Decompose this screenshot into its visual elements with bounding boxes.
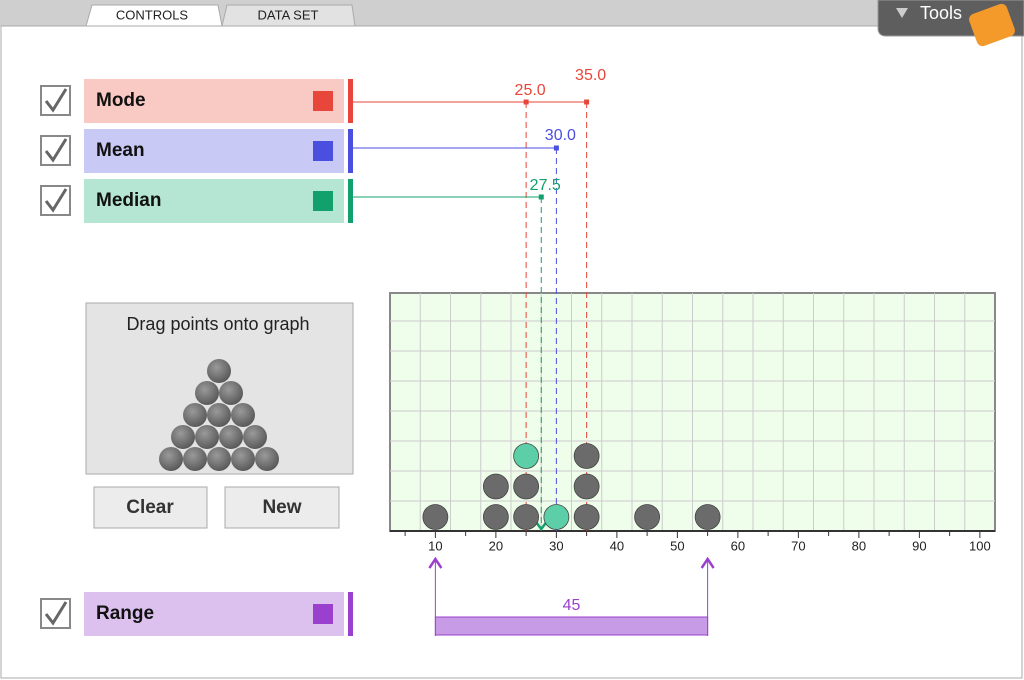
x-tick-label: 40	[610, 538, 624, 553]
palette-point[interactable]	[243, 425, 267, 449]
palette-point[interactable]	[219, 381, 243, 405]
data-point[interactable]	[513, 443, 540, 469]
x-tick-label: 50	[670, 538, 684, 553]
palette-point[interactable]	[195, 381, 219, 405]
data-point[interactable]	[634, 504, 661, 530]
data-point[interactable]	[482, 504, 509, 530]
range-bar	[84, 592, 344, 636]
stat-swatch	[313, 91, 333, 111]
stat-tick	[553, 145, 559, 151]
tab-controls[interactable]	[85, 4, 223, 27]
logo	[969, 3, 1015, 47]
range-arrow	[700, 556, 715, 569]
checkmark	[44, 188, 68, 213]
data-point[interactable]	[513, 504, 540, 530]
palette-point[interactable]	[207, 403, 231, 427]
stat-bar	[84, 79, 344, 123]
tab-label: CONTROLS	[116, 7, 189, 22]
palette-point[interactable]	[231, 403, 255, 427]
stat-name: Range	[96, 603, 154, 624]
data-point[interactable]	[482, 473, 509, 500]
x-tick-label: 100	[969, 538, 991, 553]
point-palette	[85, 302, 354, 475]
checkmark	[44, 601, 68, 626]
range-value: 45	[563, 597, 581, 614]
stat-name: Median	[96, 190, 161, 211]
palette-point[interactable]	[219, 425, 243, 449]
x-tick-label: 90	[912, 538, 926, 553]
stat-tick	[523, 99, 529, 105]
range-bar	[434, 616, 709, 636]
palette-point[interactable]	[159, 447, 183, 471]
stat-value: 25.0	[515, 82, 546, 99]
data-point[interactable]	[694, 504, 721, 530]
range-swatch	[313, 604, 333, 624]
data-point[interactable]	[573, 504, 600, 530]
stat-value: 35.0	[575, 67, 606, 84]
x-tick-label: 60	[731, 538, 745, 553]
x-tick-label: 80	[852, 538, 866, 553]
tab-data-set[interactable]	[221, 4, 356, 27]
x-tick-label: 70	[791, 538, 805, 553]
clear-button[interactable]	[93, 486, 208, 529]
palette-point[interactable]	[207, 447, 231, 471]
stat-tick	[584, 99, 590, 105]
data-point[interactable]	[422, 504, 449, 530]
data-point[interactable]	[573, 473, 600, 500]
palette-point[interactable]	[231, 447, 255, 471]
x-tick-label: 20	[489, 538, 503, 553]
x-tick-label: 10	[428, 538, 442, 553]
palette-point[interactable]	[183, 447, 207, 471]
stat-strip	[348, 179, 353, 223]
button-label: New	[262, 497, 301, 518]
stat-swatch	[313, 191, 333, 211]
button-label: Clear	[126, 497, 174, 518]
checkmark	[44, 138, 68, 163]
range-arrow	[428, 556, 443, 569]
data-point[interactable]	[513, 473, 540, 500]
stat-name: Mean	[96, 140, 145, 161]
palette-point[interactable]	[207, 359, 231, 383]
palette-instruction: Drag points onto graph	[126, 314, 309, 334]
data-point[interactable]	[543, 504, 570, 530]
x-tick-label: 30	[549, 538, 563, 553]
stat-name: Mode	[96, 90, 146, 111]
stat-value: 30.0	[545, 127, 576, 144]
new-button[interactable]	[224, 486, 340, 529]
stat-arrow	[534, 520, 549, 532]
tab-label: DATA SET	[258, 7, 319, 22]
range-strip	[348, 592, 353, 636]
stat-strip	[348, 79, 353, 123]
palette-point[interactable]	[171, 425, 195, 449]
checkbox[interactable]	[40, 135, 71, 166]
palette-point[interactable]	[183, 403, 207, 427]
data-point[interactable]	[573, 443, 600, 469]
stat-swatch	[313, 141, 333, 161]
stat-strip	[348, 129, 353, 173]
stat-bar	[84, 129, 344, 173]
tools-arrow	[896, 8, 908, 18]
stat-tick	[538, 194, 544, 200]
stat-bar	[84, 179, 344, 223]
tools-label: Tools	[920, 3, 962, 23]
checkmark	[44, 88, 68, 113]
palette-point[interactable]	[195, 425, 219, 449]
stat-value: 27.5	[530, 177, 561, 194]
palette-point[interactable]	[255, 447, 279, 471]
